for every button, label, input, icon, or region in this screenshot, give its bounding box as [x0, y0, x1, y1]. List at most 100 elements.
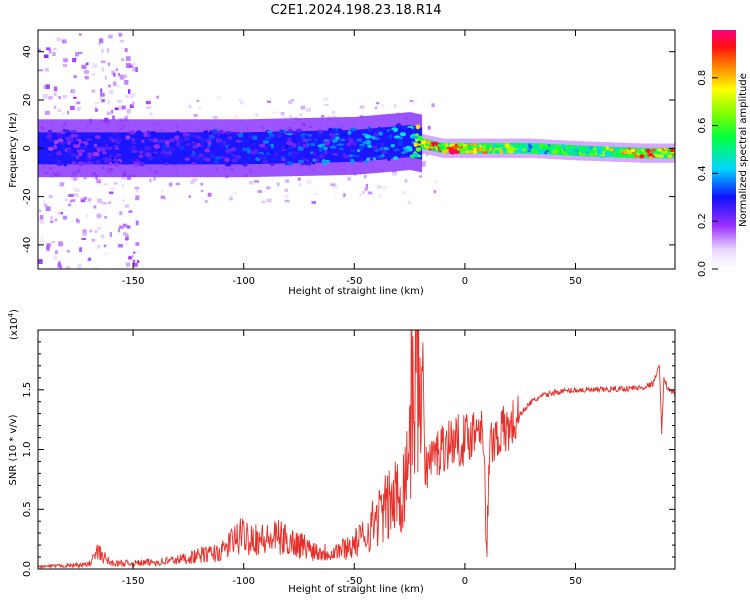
spectrogram-ridge-cell: [117, 138, 122, 142]
snr-xtick-label: -100: [232, 576, 255, 587]
spectrogram-noise-cell: [46, 243, 51, 248]
spectrogram-band-cell: [138, 132, 141, 165]
spectrogram-ridge-cell: [304, 135, 309, 138]
spectrogram-noise-cell: [276, 182, 280, 187]
spectrogram-band-cell: [77, 132, 79, 165]
spectrogram-ridge-cell: [228, 136, 233, 140]
spectrogram-ridge-cell: [340, 133, 347, 137]
spectrogram-band-cell: [56, 132, 58, 165]
spectrogram-ridge-cell: [395, 123, 402, 129]
spectrogram-noise-cell: [117, 85, 120, 88]
spectrogram-noise-cell: [80, 196, 84, 200]
spectrogram-ridge-cell: [56, 159, 61, 163]
spectrogram-ridge-cell: [364, 134, 372, 139]
spectrogram-band-cell: [659, 147, 661, 159]
spectrogram-noise-cell: [71, 199, 76, 202]
spectrogram-noise-cell: [128, 210, 133, 213]
spectrogram-noise-cell: [99, 96, 102, 102]
spectrogram-ridge-cell: [371, 145, 378, 150]
spectrogram-noise-cell: [280, 112, 285, 116]
spectrogram-noise-cell: [197, 106, 202, 109]
spectrogram-xtick-label: -100: [232, 276, 255, 287]
spectrogram-ridge-cell: [402, 125, 408, 130]
spectrogram-band-cell: [354, 129, 357, 162]
spectrogram-ridge-cell: [645, 148, 651, 153]
spectrogram-ridge-cell: [258, 153, 263, 158]
spectrogram-xtick-label: 0: [462, 276, 468, 287]
spectrogram-noise-cell: [80, 198, 86, 203]
spectrogram-noise-cell: [422, 160, 427, 163]
spectrogram-ridge-cell: [658, 154, 664, 158]
spectrogram-noise-cell: [364, 175, 367, 179]
spectrogram-band-cell: [81, 132, 84, 165]
spectrogram-ridge-cell: [528, 144, 533, 150]
spectrogram-noise-cell: [43, 203, 48, 208]
spectrogram-ridge-cell: [193, 134, 201, 138]
spectrogram-ridge-cell: [352, 154, 360, 158]
spectrogram-ridge-cell: [332, 136, 336, 140]
spectrogram-ridge-cell: [138, 162, 146, 167]
spectrogram-noise-cell: [321, 115, 325, 118]
spectrogram-noise-cell: [109, 232, 112, 237]
spectrogram-ridge-cell: [400, 154, 405, 158]
spectrogram-ridge-cell: [267, 145, 272, 149]
spectrogram-noise-cell: [41, 236, 44, 239]
spectrogram-noise-cell: [75, 55, 78, 59]
spectrogram-band-cell: [78, 132, 81, 165]
spectrogram-ridge-cell: [263, 155, 268, 160]
spectrogram-noise-cell: [331, 111, 335, 114]
colorbar-label: Normalized spectral amplitude: [738, 73, 749, 227]
spectrogram-band-cell: [350, 130, 352, 162]
spectrogram-band-cell: [87, 132, 90, 165]
spectrogram-noise-cell: [49, 49, 52, 54]
spectrogram-band-cell: [239, 132, 241, 165]
spectrogram-noise-cell: [128, 64, 133, 68]
spectrogram-band-cell: [339, 130, 342, 163]
spectrogram-ridge-cell: [390, 144, 396, 148]
spectrogram-band-cell: [324, 130, 327, 163]
spectrogram-noise-cell: [207, 192, 212, 197]
spectrogram-band-cell: [371, 128, 373, 161]
spectrogram-ridge-cell: [328, 127, 333, 133]
spectrogram-ridge-cell: [415, 147, 422, 152]
spectrogram-ridge-cell: [147, 152, 151, 157]
spectrogram-ridge-cell: [319, 143, 326, 147]
spectrogram-noise-cell: [74, 194, 80, 197]
spectrogram-band-cell: [216, 132, 219, 165]
spectrogram-noise-cell: [98, 43, 101, 46]
spectrogram-band-cell: [278, 131, 280, 164]
spectrogram-ridge-cell: [268, 133, 275, 138]
spectrogram-band-cell: [669, 147, 672, 159]
spectrogram-ridge-cell: [265, 136, 272, 141]
spectrogram-noise-cell: [109, 89, 114, 95]
spectrogram-noise-cell: [117, 99, 122, 103]
spectrogram-band-cell: [203, 132, 205, 165]
spectrogram-ridge-cell: [347, 130, 352, 136]
spectrogram-noise-cell: [156, 95, 159, 99]
spectrogram-ridge-cell: [330, 156, 336, 160]
spectrogram-noise-cell: [68, 194, 74, 197]
spectrogram-noise-cell: [87, 257, 92, 261]
spectrogram-noise-cell: [89, 229, 93, 233]
spectrogram-ridge-cell: [208, 130, 213, 136]
spectrogram-noise-cell: [115, 68, 118, 72]
spectrogram-noise-cell: [85, 62, 89, 66]
spectrogram-noise-cell: [132, 259, 136, 265]
spectrogram-noise-cell: [291, 99, 295, 102]
spectrogram-ticks: -150 -100 -50 0 50 -40 -20 0 20 40: [22, 30, 675, 287]
spectrogram-ytick-label: -20: [22, 188, 33, 204]
spectrogram-noise-cell: [39, 219, 44, 224]
spectrogram-ridge-cell: [347, 137, 354, 141]
spectrogram-ridge-cell: [248, 134, 254, 139]
spectrogram-band-cell: [308, 131, 310, 163]
spectrogram-band-cell: [417, 126, 420, 159]
spectrogram-noise-cell: [238, 99, 242, 102]
colorbar-tick-label: 0.4: [697, 165, 708, 181]
spectrogram-noise-cell: [133, 263, 138, 267]
spectrogram-noise-cell: [376, 185, 382, 189]
spectrogram-ridge-cell: [125, 135, 131, 140]
spectrogram-band-cell: [249, 132, 252, 165]
spectrogram-ridge-cell: [136, 130, 142, 135]
spectrogram-noise-cell: [285, 195, 290, 198]
spectrogram-noise-cell: [297, 177, 301, 181]
